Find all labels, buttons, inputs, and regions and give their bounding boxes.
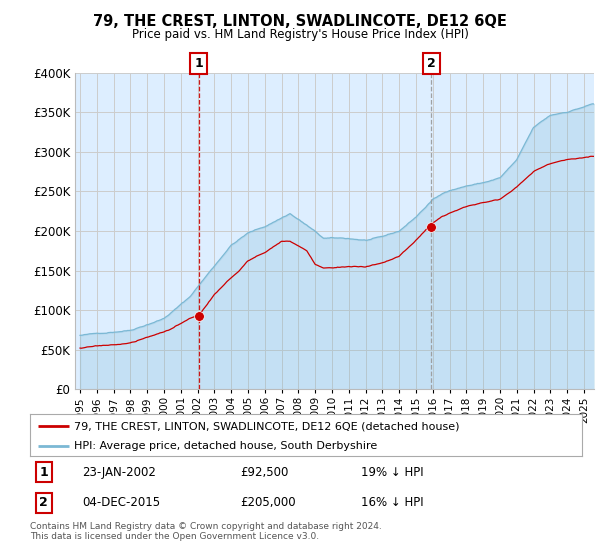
Text: 2: 2 (40, 496, 48, 509)
Text: 79, THE CREST, LINTON, SWADLINCOTE, DE12 6QE: 79, THE CREST, LINTON, SWADLINCOTE, DE12… (93, 14, 507, 29)
Text: Contains HM Land Registry data © Crown copyright and database right 2024.
This d: Contains HM Land Registry data © Crown c… (30, 522, 382, 542)
Text: 23-JAN-2002: 23-JAN-2002 (82, 465, 157, 479)
Text: £92,500: £92,500 (240, 465, 288, 479)
Text: HPI: Average price, detached house, South Derbyshire: HPI: Average price, detached house, Sout… (74, 441, 377, 451)
Text: 1: 1 (194, 57, 203, 70)
Text: 79, THE CREST, LINTON, SWADLINCOTE, DE12 6QE (detached house): 79, THE CREST, LINTON, SWADLINCOTE, DE12… (74, 421, 460, 431)
Text: 1: 1 (40, 465, 48, 479)
Text: 19% ↓ HPI: 19% ↓ HPI (361, 465, 424, 479)
Text: 04-DEC-2015: 04-DEC-2015 (82, 496, 161, 509)
Text: 2: 2 (427, 57, 436, 70)
Text: Price paid vs. HM Land Registry's House Price Index (HPI): Price paid vs. HM Land Registry's House … (131, 28, 469, 41)
Text: 16% ↓ HPI: 16% ↓ HPI (361, 496, 424, 509)
Text: £205,000: £205,000 (240, 496, 295, 509)
